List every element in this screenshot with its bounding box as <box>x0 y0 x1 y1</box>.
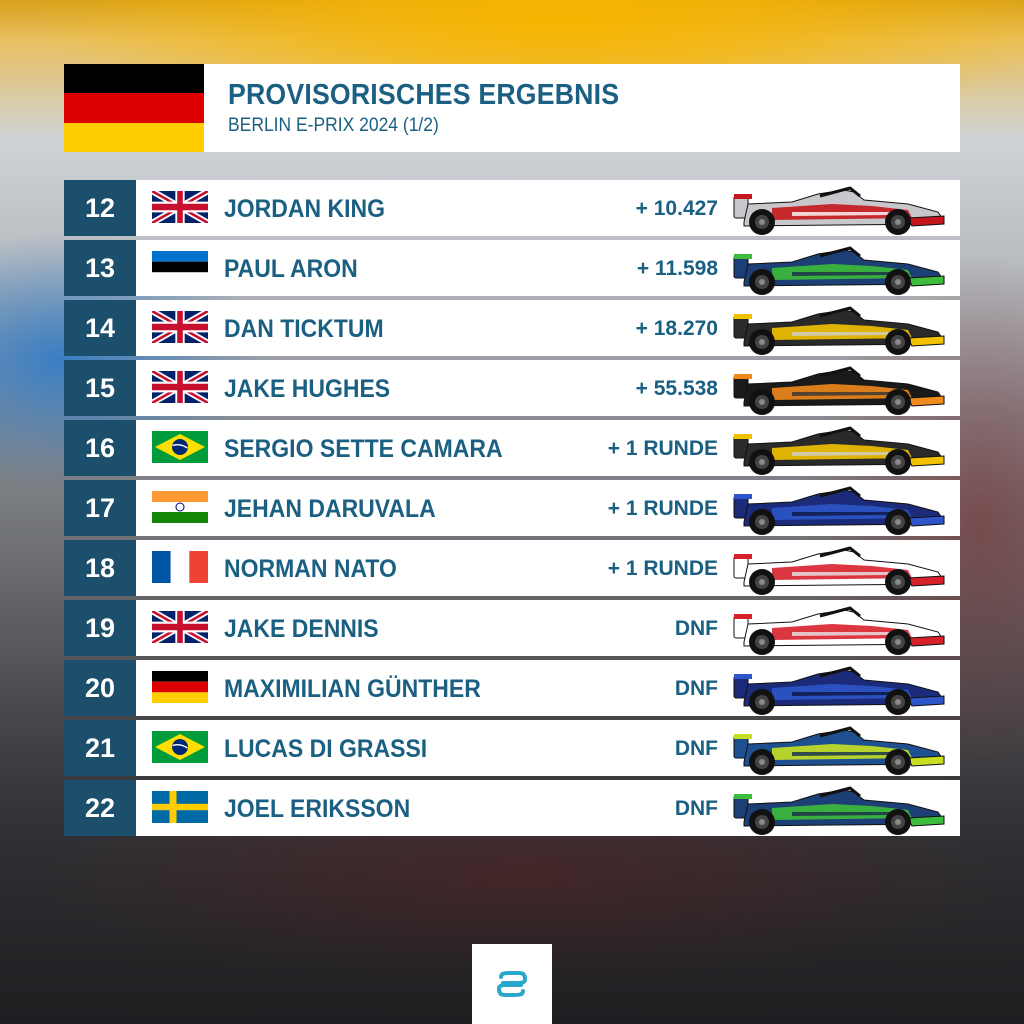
position-number: 19 <box>64 600 136 656</box>
result-row: 14 DAN TICKTUM + 18.270 <box>64 300 960 356</box>
page-subtitle: BERLIN E-PRIX 2024 (1/2) <box>228 115 439 136</box>
result-row: 18 NORMAN NATO + 1 RUNDE <box>64 540 960 596</box>
position-number: 12 <box>64 180 136 236</box>
sweden-flag-icon <box>152 791 208 823</box>
race-car-icon <box>732 662 946 716</box>
india-flag-icon <box>152 491 208 523</box>
driver-name: JEHAN DARUVALA <box>224 495 436 523</box>
result-row: 20 MAXIMILIAN GÜNTHER DNF <box>64 660 960 716</box>
position-number: 22 <box>64 780 136 836</box>
france-flag-icon <box>152 551 208 583</box>
gap-to-leader: + 1 RUNDE <box>607 557 718 580</box>
race-car-icon <box>732 722 946 776</box>
driver-name: LUCAS DI GRASSI <box>224 735 428 763</box>
position-number: 17 <box>64 480 136 536</box>
driver-name: JAKE HUGHES <box>224 375 391 403</box>
gap-to-leader: DNF <box>674 797 718 820</box>
estonia-flag-icon <box>152 251 208 283</box>
result-row: 19 JAKE DENNIS DNF <box>64 600 960 656</box>
uk-flag-icon <box>152 191 208 223</box>
result-row: 21 LUCAS DI GRASSI DNF <box>64 720 960 776</box>
position-number: 13 <box>64 240 136 296</box>
position-number: 15 <box>64 360 136 416</box>
uk-flag-icon <box>152 311 208 343</box>
gap-to-leader: + 11.598 <box>636 257 718 280</box>
race-car-icon <box>732 482 946 536</box>
gap-to-leader: + 55.538 <box>635 377 718 400</box>
result-row: 22 JOEL ERIKSSON DNF <box>64 780 960 836</box>
race-car-icon <box>732 782 946 836</box>
position-number: 14 <box>64 300 136 356</box>
brazil-flag-icon <box>152 731 208 763</box>
position-number: 21 <box>64 720 136 776</box>
germany-flag-icon <box>152 671 208 703</box>
position-number: 18 <box>64 540 136 596</box>
result-row: 12 JORDAN KING + 10.427 <box>64 180 960 236</box>
results-header: PROVISORISCHES ERGEBNIS BERLIN E-PRIX 20… <box>64 64 960 152</box>
race-car-icon <box>732 422 946 476</box>
driver-name: NORMAN NATO <box>224 555 397 583</box>
race-car-icon <box>732 542 946 596</box>
race-car-icon <box>732 242 946 296</box>
gap-to-leader: + 1 RUNDE <box>607 437 718 460</box>
driver-name: JORDAN KING <box>224 195 386 223</box>
driver-name: MAXIMILIAN GÜNTHER <box>224 675 481 703</box>
driver-name: PAUL ARON <box>224 255 358 283</box>
race-car-icon <box>732 602 946 656</box>
result-row: 17 JEHAN DARUVALA + 1 RUNDE <box>64 480 960 536</box>
result-row: 16 SERGIO SETTE CAMARA + 1 RUNDE <box>64 420 960 476</box>
gap-to-leader: DNF <box>674 737 718 760</box>
page-title: PROVISORISCHES ERGEBNIS <box>228 79 620 111</box>
gap-to-leader: DNF <box>674 617 718 640</box>
brazil-flag-icon <box>152 431 208 463</box>
result-row: 13 PAUL ARON + 11.598 <box>64 240 960 296</box>
race-car-icon <box>732 302 946 356</box>
race-car-icon <box>732 182 946 236</box>
gap-to-leader: DNF <box>674 677 718 700</box>
position-number: 16 <box>64 420 136 476</box>
uk-flag-icon <box>152 371 208 403</box>
formula-e-logo <box>472 944 552 1024</box>
driver-name: JAKE DENNIS <box>224 615 379 643</box>
germany-flag-icon <box>64 64 204 152</box>
position-number: 20 <box>64 660 136 716</box>
driver-name: DAN TICKTUM <box>224 315 384 343</box>
uk-flag-icon <box>152 611 208 643</box>
race-car-icon <box>732 362 946 416</box>
results-list: 12 JORDAN KING + 10.427 13 PAUL ARON + 11.598… <box>64 180 960 840</box>
driver-name: SERGIO SETTE CAMARA <box>224 435 503 463</box>
gap-to-leader: + 1 RUNDE <box>607 497 718 520</box>
result-row: 15 JAKE HUGHES + 55.538 <box>64 360 960 416</box>
driver-name: JOEL ERIKSSON <box>224 795 411 823</box>
gap-to-leader: + 18.270 <box>635 317 718 340</box>
gap-to-leader: + 10.427 <box>635 197 718 220</box>
